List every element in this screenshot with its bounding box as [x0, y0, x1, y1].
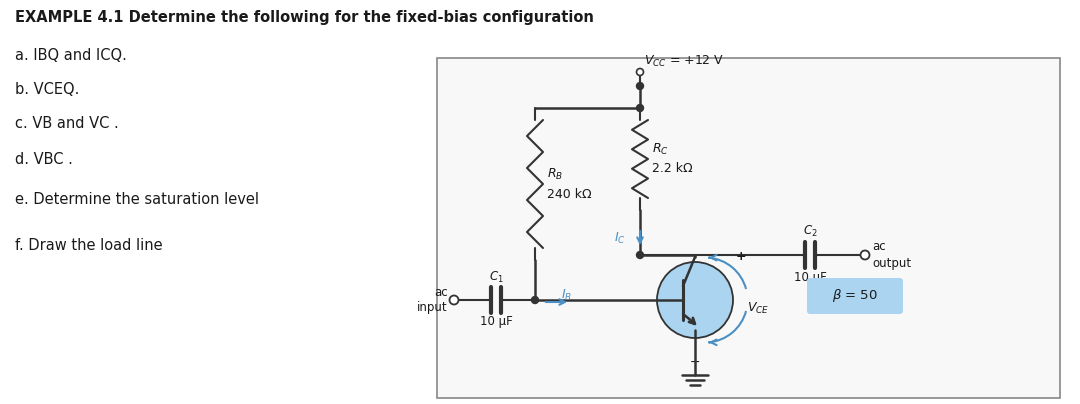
Text: $V_{CC}$ = +12 V: $V_{CC}$ = +12 V — [644, 54, 725, 69]
Circle shape — [531, 297, 539, 303]
Text: $\beta$ = 50: $\beta$ = 50 — [832, 286, 878, 303]
Circle shape — [636, 82, 644, 90]
Text: $I_C$: $I_C$ — [615, 230, 626, 246]
Text: $C_2$: $C_2$ — [802, 224, 818, 239]
Text: $R_B$: $R_B$ — [546, 166, 563, 181]
Circle shape — [636, 69, 644, 76]
Text: $C_1$: $C_1$ — [488, 270, 503, 285]
Text: 2.2 kΩ: 2.2 kΩ — [652, 162, 692, 175]
Circle shape — [636, 105, 644, 112]
Text: 10 μF: 10 μF — [794, 271, 826, 284]
Text: +: + — [735, 250, 746, 263]
Text: ac
output: ac output — [872, 240, 912, 269]
Circle shape — [636, 252, 644, 259]
Text: d. VBC .: d. VBC . — [15, 152, 72, 167]
Bar — [437, 58, 1059, 398]
Text: $I_B$: $I_B$ — [561, 288, 572, 303]
Text: $R_C$: $R_C$ — [652, 141, 669, 157]
Text: b. VCEQ.: b. VCEQ. — [15, 82, 79, 97]
Text: 240 kΩ: 240 kΩ — [546, 187, 592, 200]
Circle shape — [449, 295, 459, 305]
Text: −: − — [690, 356, 700, 369]
Text: EXAMPLE 4.1 Determine the following for the fixed-bias configuration: EXAMPLE 4.1 Determine the following for … — [15, 10, 594, 25]
Circle shape — [861, 250, 869, 259]
Text: $V_{CE}$: $V_{CE}$ — [747, 301, 769, 316]
Text: c. VB and VC .: c. VB and VC . — [15, 116, 119, 131]
Text: f. Draw the load line: f. Draw the load line — [15, 238, 163, 253]
Text: e. Determine the saturation level: e. Determine the saturation level — [15, 192, 259, 207]
Text: 10 μF: 10 μF — [480, 315, 512, 328]
Text: ac
input: ac input — [417, 286, 448, 314]
Text: a. IBQ and ICQ.: a. IBQ and ICQ. — [15, 48, 126, 63]
FancyBboxPatch shape — [807, 278, 903, 314]
Circle shape — [657, 262, 733, 338]
